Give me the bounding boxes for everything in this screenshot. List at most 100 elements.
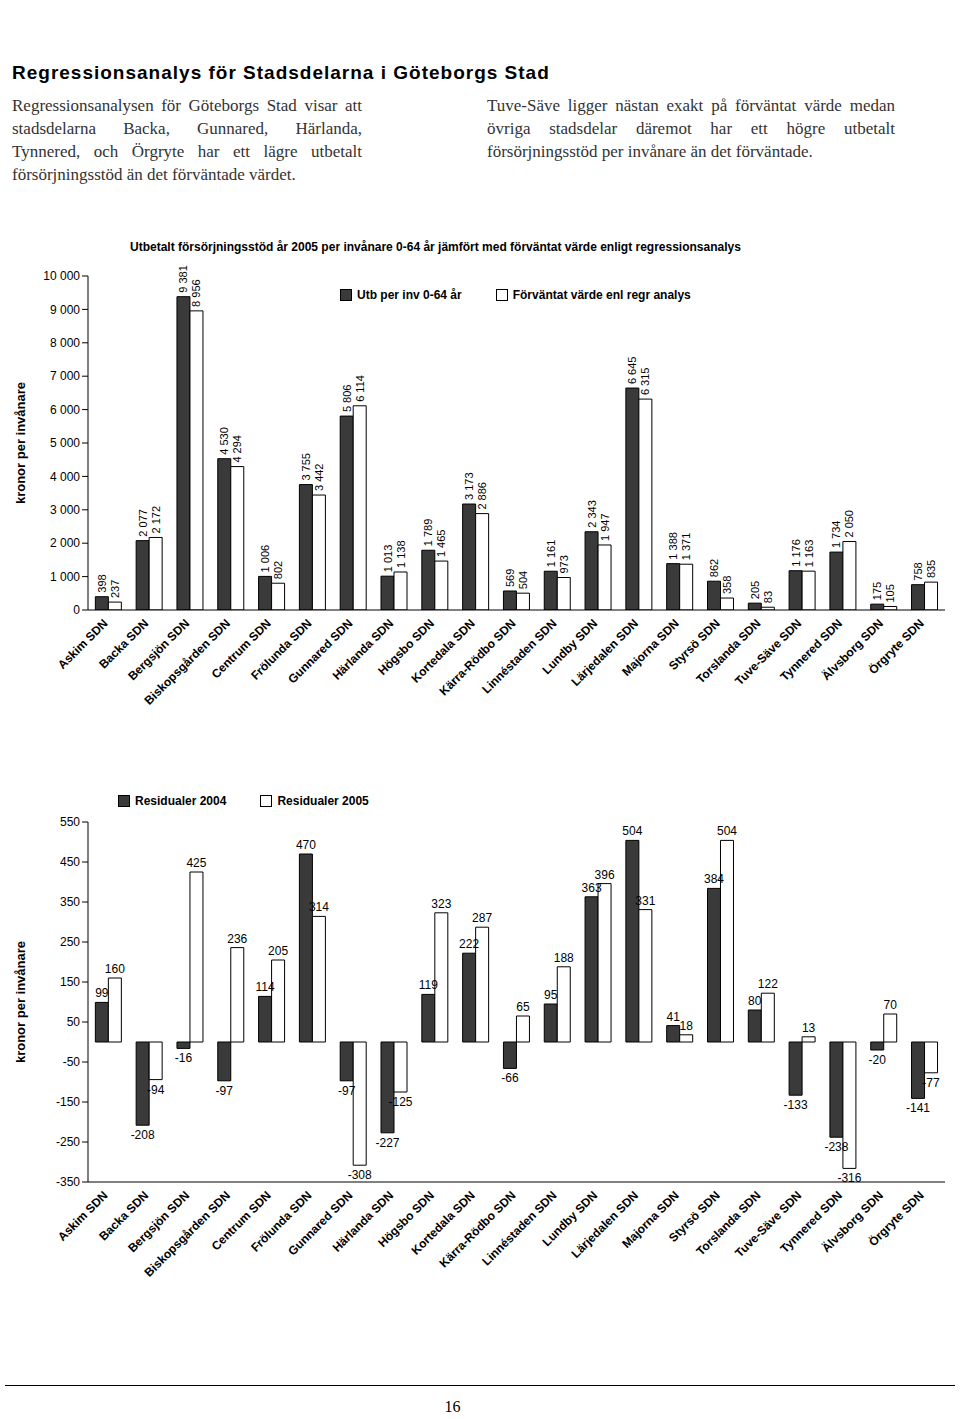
svg-text:323: 323	[431, 897, 451, 911]
svg-text:-308: -308	[348, 1168, 372, 1182]
svg-text:973: 973	[558, 555, 570, 573]
svg-text:83: 83	[762, 591, 774, 603]
svg-text:Kärra-Rödbo SDN: Kärra-Rödbo SDN	[437, 616, 519, 698]
svg-text:835: 835	[925, 560, 937, 578]
svg-text:5 000: 5 000	[50, 436, 80, 450]
svg-text:41: 41	[666, 1010, 680, 1024]
svg-text:-208: -208	[131, 1128, 155, 1142]
svg-text:236: 236	[227, 932, 247, 946]
svg-text:2 050: 2 050	[843, 510, 855, 538]
svg-text:119: 119	[419, 978, 438, 992]
svg-text:425: 425	[186, 856, 206, 870]
svg-text:10 000: 10 000	[43, 269, 80, 283]
svg-text:99: 99	[95, 986, 109, 1000]
svg-text:Lärjedalen SDN: Lärjedalen SDN	[568, 1188, 641, 1261]
svg-text:95: 95	[544, 988, 558, 1002]
svg-text:Örgryte SDN: Örgryte SDN	[865, 616, 927, 678]
svg-text:9 381: 9 381	[177, 265, 189, 293]
svg-text:6 000: 6 000	[50, 403, 80, 417]
svg-text:-227: -227	[375, 1136, 399, 1150]
svg-text:1 388: 1 388	[667, 532, 679, 560]
svg-text:1 371: 1 371	[680, 533, 692, 561]
svg-text:160: 160	[105, 962, 125, 976]
svg-text:1 161: 1 161	[545, 540, 557, 568]
svg-text:4 530: 4 530	[218, 427, 230, 455]
svg-text:3 173: 3 173	[463, 472, 475, 500]
svg-text:384: 384	[704, 872, 724, 886]
svg-text:398: 398	[96, 574, 108, 592]
svg-text:450: 450	[60, 855, 80, 869]
svg-text:504: 504	[622, 824, 642, 838]
svg-text:-20: -20	[869, 1053, 887, 1067]
svg-text:122: 122	[758, 977, 778, 991]
svg-text:3 000: 3 000	[50, 503, 80, 517]
svg-text:-16: -16	[175, 1051, 193, 1065]
svg-text:-133: -133	[784, 1098, 808, 1112]
svg-text:-50: -50	[63, 1055, 81, 1069]
svg-text:-125: -125	[388, 1095, 412, 1109]
svg-text:0: 0	[73, 603, 80, 617]
svg-text:4 294: 4 294	[231, 435, 243, 463]
svg-text:358: 358	[721, 576, 733, 594]
svg-text:2 077: 2 077	[137, 509, 149, 537]
svg-text:222: 222	[459, 937, 479, 951]
svg-text:-97: -97	[338, 1084, 356, 1098]
svg-text:50: 50	[67, 1015, 81, 1029]
svg-text:569: 569	[504, 569, 516, 587]
svg-text:2 172: 2 172	[150, 506, 162, 534]
svg-text:8 956: 8 956	[190, 279, 202, 307]
svg-text:2 000: 2 000	[50, 536, 80, 550]
svg-text:1 465: 1 465	[435, 530, 447, 558]
svg-text:80: 80	[748, 994, 762, 1008]
svg-text:-94: -94	[147, 1083, 165, 1097]
svg-text:4 000: 4 000	[50, 470, 80, 484]
svg-text:Lärjedalen SDN: Lärjedalen SDN	[568, 616, 641, 689]
svg-text:8 000: 8 000	[50, 336, 80, 350]
svg-text:-141: -141	[906, 1101, 930, 1115]
svg-text:2 343: 2 343	[586, 500, 598, 528]
svg-text:-66: -66	[501, 1071, 519, 1085]
svg-text:175: 175	[871, 582, 883, 600]
svg-text:802: 802	[272, 561, 284, 579]
svg-text:1 013: 1 013	[382, 545, 394, 573]
svg-text:350: 350	[60, 895, 80, 909]
svg-text:1 000: 1 000	[50, 570, 80, 584]
svg-text:205: 205	[268, 944, 288, 958]
svg-text:Linnéstaden SDN: Linnéstaden SDN	[479, 616, 559, 696]
svg-text:Kärra-Rödbo SDN: Kärra-Rödbo SDN	[437, 1188, 519, 1270]
svg-text:65: 65	[516, 1000, 530, 1014]
svg-text:Linnéstaden SDN: Linnéstaden SDN	[479, 1188, 559, 1268]
svg-text:105: 105	[884, 584, 896, 602]
svg-text:1 947: 1 947	[599, 513, 611, 541]
svg-text:205: 205	[749, 581, 761, 599]
svg-text:18: 18	[679, 1019, 693, 1033]
svg-text:470: 470	[296, 838, 316, 852]
svg-text:-350: -350	[56, 1175, 80, 1189]
svg-text:-97: -97	[216, 1084, 234, 1098]
svg-text:237: 237	[109, 580, 121, 598]
svg-text:758: 758	[912, 562, 924, 580]
svg-text:396: 396	[595, 868, 615, 882]
svg-text:5 806: 5 806	[341, 385, 353, 413]
svg-text:1 138: 1 138	[395, 540, 407, 568]
svg-text:3 755: 3 755	[300, 453, 312, 481]
svg-text:Örgryte SDN: Örgryte SDN	[865, 1188, 927, 1250]
svg-text:250: 250	[60, 935, 80, 949]
svg-text:150: 150	[60, 975, 80, 989]
svg-text:3 442: 3 442	[313, 464, 325, 492]
svg-text:-238: -238	[824, 1140, 848, 1154]
svg-text:504: 504	[517, 571, 529, 589]
svg-text:862: 862	[708, 559, 720, 577]
svg-text:550: 550	[60, 815, 80, 829]
svg-text:287: 287	[472, 911, 492, 925]
svg-text:114: 114	[256, 980, 275, 994]
svg-text:314: 314	[309, 900, 329, 914]
svg-text:7 000: 7 000	[50, 369, 80, 383]
svg-text:1 734: 1 734	[830, 521, 842, 549]
svg-text:6 645: 6 645	[626, 357, 638, 385]
svg-text:363: 363	[582, 881, 602, 895]
svg-text:1 163: 1 163	[803, 540, 815, 568]
svg-text:-250: -250	[56, 1135, 80, 1149]
svg-text:188: 188	[554, 951, 574, 965]
svg-text:1 176: 1 176	[790, 539, 802, 567]
